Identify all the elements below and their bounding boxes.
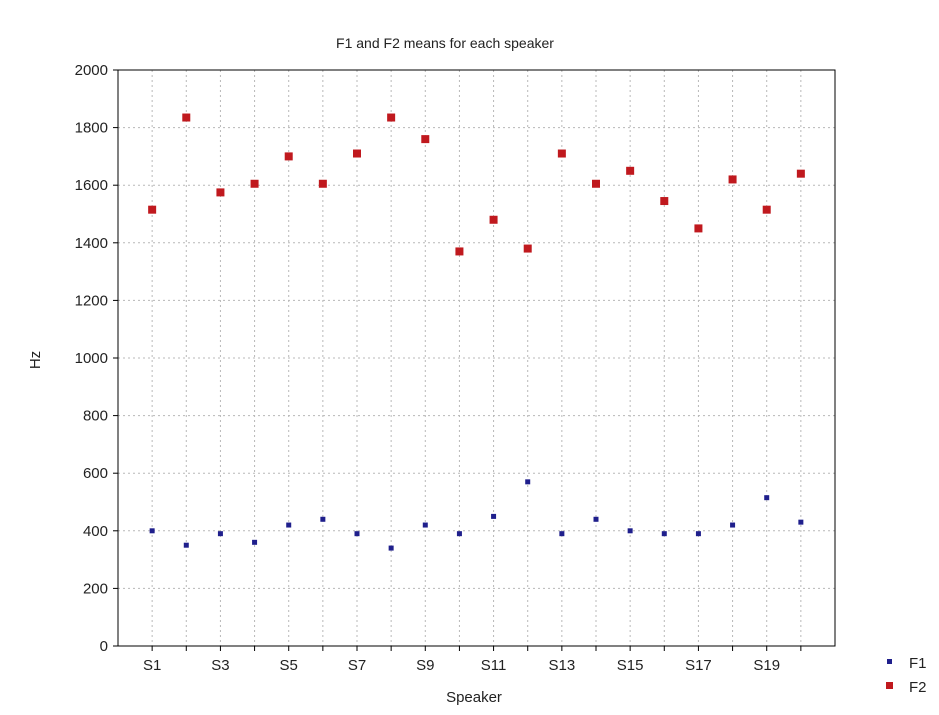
legend-swatch-f1 (887, 659, 892, 664)
point-f1 (730, 522, 736, 528)
point-f2 (387, 113, 396, 122)
point-f2 (148, 205, 157, 214)
data-points (148, 113, 805, 551)
grid (118, 70, 835, 646)
legend-label-f2: F2 (909, 679, 927, 696)
y-axis-label: Hz (27, 351, 44, 369)
point-f1 (183, 542, 189, 548)
point-f2 (182, 113, 191, 122)
point-f2 (284, 152, 293, 161)
point-f2 (728, 175, 737, 184)
y-tick-label: 800 (83, 408, 108, 425)
y-tick-label: 1000 (75, 350, 108, 367)
y-tick-label: 1200 (75, 292, 108, 309)
y-tick-label: 400 (83, 523, 108, 540)
point-f2 (318, 179, 327, 188)
x-tick-label: S3 (211, 657, 229, 674)
point-f1 (286, 522, 292, 528)
x-tick-label: S19 (753, 657, 780, 674)
point-f1 (695, 531, 701, 537)
point-f1 (661, 531, 667, 537)
point-f2 (455, 247, 464, 256)
point-f2 (762, 205, 771, 214)
point-f2 (216, 188, 225, 197)
point-f2 (421, 135, 430, 144)
point-f2 (489, 215, 498, 224)
point-f1 (388, 545, 394, 551)
y-tick-label: 2000 (75, 62, 108, 79)
legend: F1 F2 (886, 655, 927, 696)
point-f1 (627, 528, 633, 534)
point-f1 (422, 522, 428, 528)
x-axis: S1 S3 S5 S7 S9 S11 S13 S15 S17 S19 (143, 646, 802, 674)
x-tick-label: S11 (481, 657, 507, 674)
x-axis-label: Speaker (446, 689, 502, 706)
x-tick-label: S7 (348, 657, 366, 674)
y-axis: 0 200 400 600 800 1000 1200 1400 1600 1800 2000 (75, 62, 118, 655)
point-f2 (796, 169, 805, 178)
point-f1 (354, 531, 360, 537)
point-f2 (660, 197, 669, 206)
point-f1 (217, 531, 223, 537)
x-tick-label: S15 (617, 657, 644, 674)
point-f1 (764, 495, 770, 501)
point-f2 (557, 149, 566, 158)
legend-label-f1: F1 (909, 655, 927, 672)
y-tick-label: 200 (83, 580, 108, 597)
point-f2 (353, 149, 361, 158)
point-f2 (592, 179, 600, 188)
x-tick-label: S13 (549, 657, 576, 674)
x-tick-label: S5 (280, 657, 298, 674)
point-f2 (694, 224, 703, 233)
y-tick-label: 1600 (75, 177, 108, 194)
point-f2 (523, 244, 532, 253)
point-f1 (320, 516, 326, 522)
point-f1 (798, 519, 804, 525)
legend-swatch-f2 (886, 682, 893, 689)
x-tick-label: S1 (143, 657, 161, 674)
point-f1 (593, 516, 599, 522)
point-f1 (456, 531, 462, 537)
chart-title: F1 and F2 means for each speaker (336, 35, 554, 51)
point-f2 (626, 166, 635, 175)
y-tick-label: 1800 (75, 120, 108, 137)
point-f1 (149, 528, 155, 534)
y-tick-label: 0 (100, 638, 108, 655)
point-f1 (252, 539, 258, 545)
point-f1 (525, 479, 531, 485)
x-tick-label: S9 (416, 657, 434, 674)
point-f1 (559, 531, 565, 537)
y-tick-label: 1400 (75, 235, 108, 252)
point-f2 (250, 179, 259, 188)
x-tick-label: S17 (685, 657, 712, 674)
point-f1 (491, 513, 497, 519)
y-tick-label: 600 (83, 465, 108, 482)
